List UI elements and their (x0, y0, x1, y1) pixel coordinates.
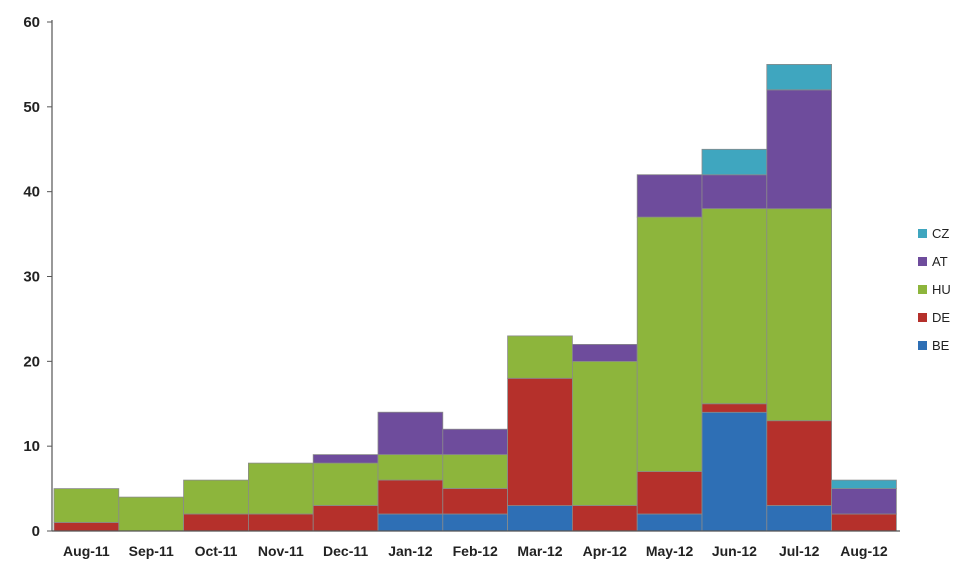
x-tick-label: Apr-12 (583, 543, 628, 559)
bar-segment-de-mar-12 (507, 377, 573, 506)
y-tick-label: 20 (23, 353, 40, 370)
bar-segment-de-nov-11 (247, 513, 314, 532)
x-tick-label: Aug-11 (63, 543, 110, 559)
x-tick-label: Jan-12 (388, 543, 433, 559)
x-tick-label: Oct-11 (195, 543, 238, 559)
legend-swatch (918, 229, 927, 238)
legend: CZ AT HU DE BE (918, 226, 951, 353)
y-tick-label: 50 (23, 99, 40, 116)
x-tick-label: Aug-12 (840, 543, 888, 559)
bar-segment-at-may-12 (636, 174, 703, 218)
bar-segment-at-apr-12 (572, 343, 638, 362)
bar-segment-hu-nov-11 (247, 462, 314, 515)
bar-segment-de-aug-12 (831, 513, 897, 532)
x-tick-label: Jul-12 (779, 543, 820, 559)
y-tick-label: 10 (23, 438, 40, 455)
bar-segment-hu-sep-11 (118, 496, 185, 532)
bar-segment-de-jul-12 (766, 420, 832, 506)
bar-segment-de-dec-11 (312, 505, 379, 532)
bar-segment-be-jan-12 (377, 513, 444, 532)
bars-layer (53, 64, 897, 532)
x-tick-label: Feb-12 (453, 543, 498, 559)
bar-segment-hu-jul-12 (766, 208, 832, 422)
y-tick-label: 60 (23, 14, 40, 31)
y-tick-label: 0 (32, 523, 40, 540)
bar-segment-de-may-12 (636, 471, 703, 515)
bar-segment-at-feb-12 (442, 428, 508, 456)
bar-segment-de-jan-12 (377, 479, 444, 515)
bar-segment-de-apr-12 (572, 505, 638, 532)
bar-segment-cz-jul-12 (766, 64, 832, 91)
bar-segment-at-jan-12 (377, 411, 444, 456)
bar-segment-at-aug-12 (831, 488, 897, 515)
bar-segment-de-aug-11 (53, 522, 120, 532)
legend-item-at: AT (918, 254, 948, 269)
bar-segment-be-feb-12 (442, 513, 508, 532)
bar-segment-cz-aug-12 (831, 479, 897, 490)
bar-segment-hu-apr-12 (572, 360, 638, 506)
x-tick-label: Nov-11 (258, 543, 304, 559)
bar-segment-at-jun-12 (701, 174, 768, 209)
bar-segment-hu-aug-11 (53, 488, 120, 523)
bar-segment-hu-mar-12 (507, 335, 573, 379)
y-tick-label: 30 (23, 269, 40, 286)
x-tick-label: Dec-11 (323, 543, 368, 559)
bar-segment-be-mar-12 (507, 505, 573, 532)
legend-label: CZ (932, 226, 949, 241)
bar-segment-at-jul-12 (766, 89, 832, 210)
bar-segment-de-jun-12 (701, 403, 768, 413)
x-tick-label: May-12 (646, 543, 694, 559)
x-tick-label: Sep-11 (129, 543, 174, 559)
bar-segment-de-oct-11 (183, 513, 249, 532)
y-tick-label: 40 (23, 184, 40, 201)
x-tick-label: Jun-12 (712, 543, 757, 559)
legend-label: HU (932, 282, 951, 297)
legend-item-hu: HU (918, 282, 951, 297)
x-tick-label: Mar-12 (517, 543, 562, 559)
bar-segment-hu-oct-11 (183, 479, 249, 515)
legend-swatch (918, 341, 927, 350)
bar-segment-be-jul-12 (766, 505, 832, 532)
legend-item-cz: CZ (918, 226, 949, 241)
legend-label: BE (932, 338, 950, 353)
legend-label: AT (932, 254, 948, 269)
legend-swatch (918, 285, 927, 294)
bar-segment-cz-jun-12 (701, 148, 768, 176)
bar-segment-be-jun-12 (701, 411, 768, 532)
legend-item-de: DE (918, 310, 950, 325)
axes-layer: Aug-11 Sep-11 Oct-11 Nov-11 Dec-11 Jan-12 Feb-… (23, 14, 900, 559)
legend-swatch (918, 313, 927, 322)
bar-segment-be-may-12 (636, 513, 703, 532)
bar-segment-de-feb-12 (442, 488, 508, 515)
bar-segment-hu-jan-12 (377, 454, 444, 481)
bar-segment-hu-dec-11 (312, 462, 379, 506)
bar-segment-at-dec-11 (312, 454, 379, 464)
legend-item-be: BE (918, 338, 950, 353)
bar-segment-hu-feb-12 (442, 454, 508, 489)
legend-swatch (918, 257, 927, 266)
bar-segment-hu-jun-12 (701, 208, 768, 405)
bar-segment-hu-may-12 (636, 216, 703, 473)
legend-label: DE (932, 310, 950, 325)
